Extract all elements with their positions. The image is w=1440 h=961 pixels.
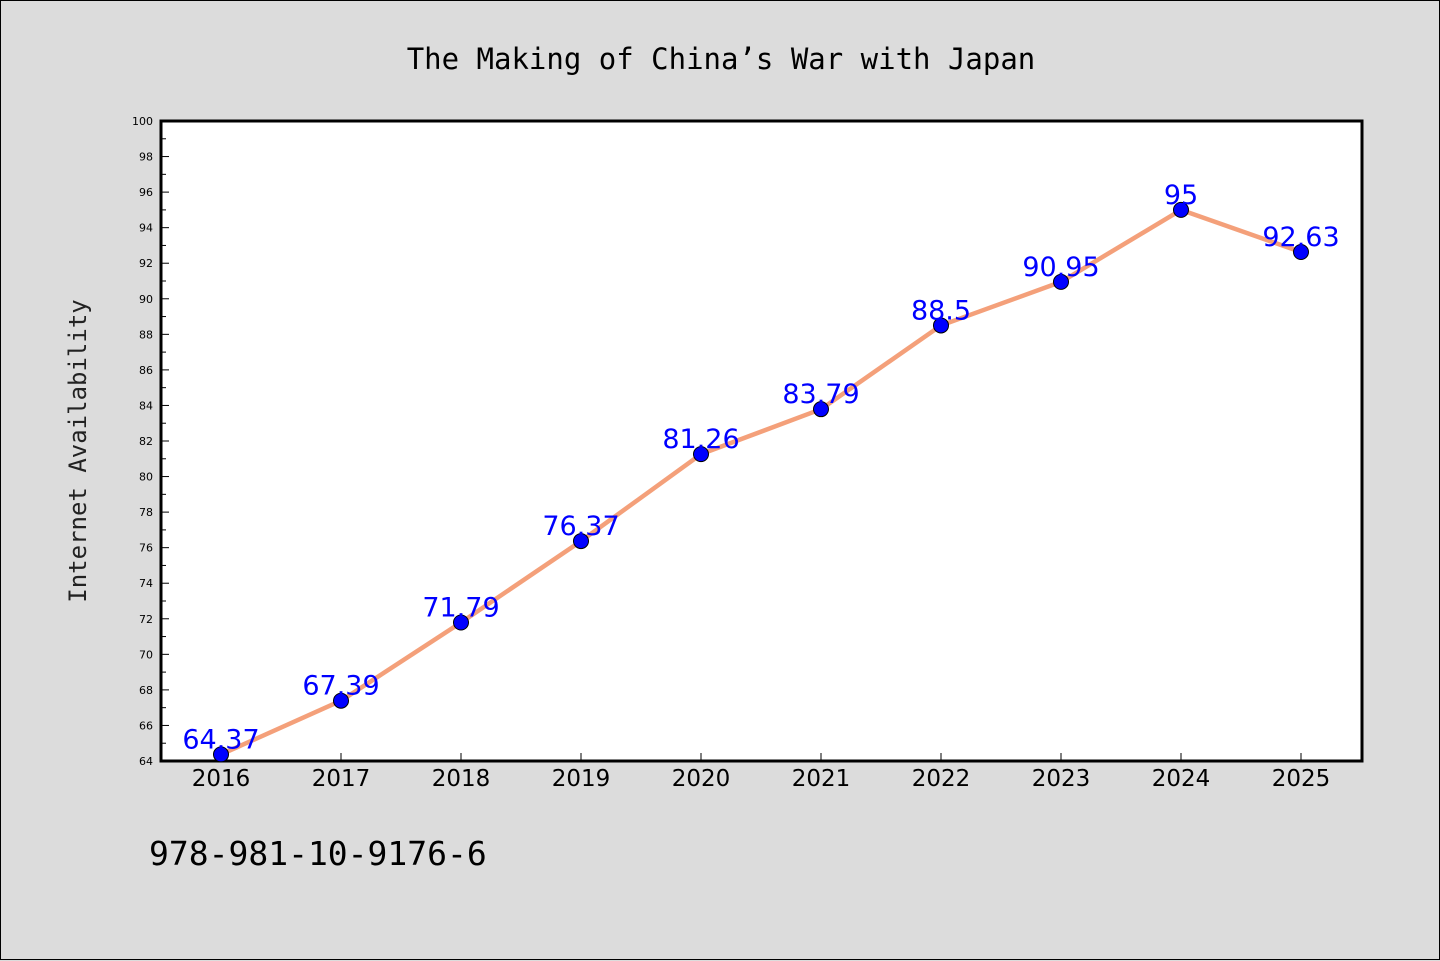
x-tick-label: 2018 [432, 766, 491, 792]
chart-title: The Making of China’s War with Japan [407, 42, 1036, 76]
data-label-group: 64.37 67.39 71.79 76.37 81.26 83.79 88.5 90.95 9… [182, 180, 1339, 756]
y-tick-label: 92 [139, 257, 153, 270]
y-tick-label: 82 [139, 435, 153, 448]
y-axis: 64 66 68 70 72 74 76 78 80 82 84 86 88 90 92 94 96 98 100 [132, 115, 169, 768]
data-label: 81.26 [662, 424, 739, 455]
y-tick-label: 88 [139, 328, 153, 341]
y-tick-label: 78 [139, 506, 153, 519]
x-axis: 2016 2017 2018 2019 2020 2021 2022 2023 2024 2025 [192, 753, 1331, 792]
data-label: 90.95 [1022, 252, 1099, 283]
x-tick-label: 2023 [1032, 766, 1091, 792]
y-tick-label: 70 [139, 648, 153, 661]
data-point-marker [333, 692, 349, 709]
y-tick-label: 100 [132, 115, 153, 128]
y-tick-label: 98 [139, 151, 153, 164]
y-tick-label: 76 [139, 542, 153, 555]
y-tick-label: 90 [139, 293, 153, 306]
data-point-marker [933, 317, 949, 334]
data-point-marker [813, 401, 829, 418]
data-label: 83.79 [782, 379, 859, 410]
x-tick-label: 2016 [192, 766, 251, 792]
x-tick-label: 2025 [1272, 766, 1331, 792]
data-point-marker [1293, 244, 1309, 261]
y-tick-label: 80 [139, 471, 153, 484]
plot-area [159, 119, 1364, 763]
x-tick-label: 2024 [1152, 766, 1211, 792]
marker-group [213, 201, 1309, 763]
data-point-marker [1173, 201, 1189, 218]
y-axis-title: Internet Availability [64, 299, 92, 602]
data-label: 76.37 [542, 511, 619, 542]
data-label: 95 [1164, 180, 1198, 211]
series-line [218, 207, 1304, 757]
x-tick-label: 2021 [792, 766, 851, 792]
y-tick-label: 68 [139, 684, 153, 697]
data-point-marker [1053, 273, 1069, 290]
data-label: 71.79 [422, 593, 499, 624]
footer-isbn-text: 978-981-10-9176-6 [149, 834, 487, 873]
data-label: 67.39 [302, 671, 379, 702]
y-tick-label: 74 [139, 577, 153, 590]
x-tick-label: 2019 [552, 766, 611, 792]
x-tick-label: 2017 [312, 766, 371, 792]
y-tick-label: 94 [139, 222, 153, 235]
y-tick-label: 86 [139, 364, 153, 377]
y-tick-label: 72 [139, 613, 153, 626]
x-tick-label: 2020 [672, 766, 731, 792]
data-point-marker [693, 446, 709, 463]
y-tick-label: 64 [139, 755, 153, 768]
data-point-marker [573, 533, 589, 550]
data-point-marker [453, 614, 469, 631]
y-tick-label: 66 [139, 719, 153, 732]
data-point-marker [213, 746, 229, 763]
x-tick-label: 2022 [912, 766, 971, 792]
y-tick-label: 84 [139, 399, 153, 412]
series-line-group [218, 207, 1304, 757]
data-label: 92.63 [1262, 222, 1339, 253]
y-tick-label: 96 [139, 186, 153, 199]
data-label: 88.5 [911, 295, 971, 326]
data-label: 64.37 [182, 724, 259, 755]
